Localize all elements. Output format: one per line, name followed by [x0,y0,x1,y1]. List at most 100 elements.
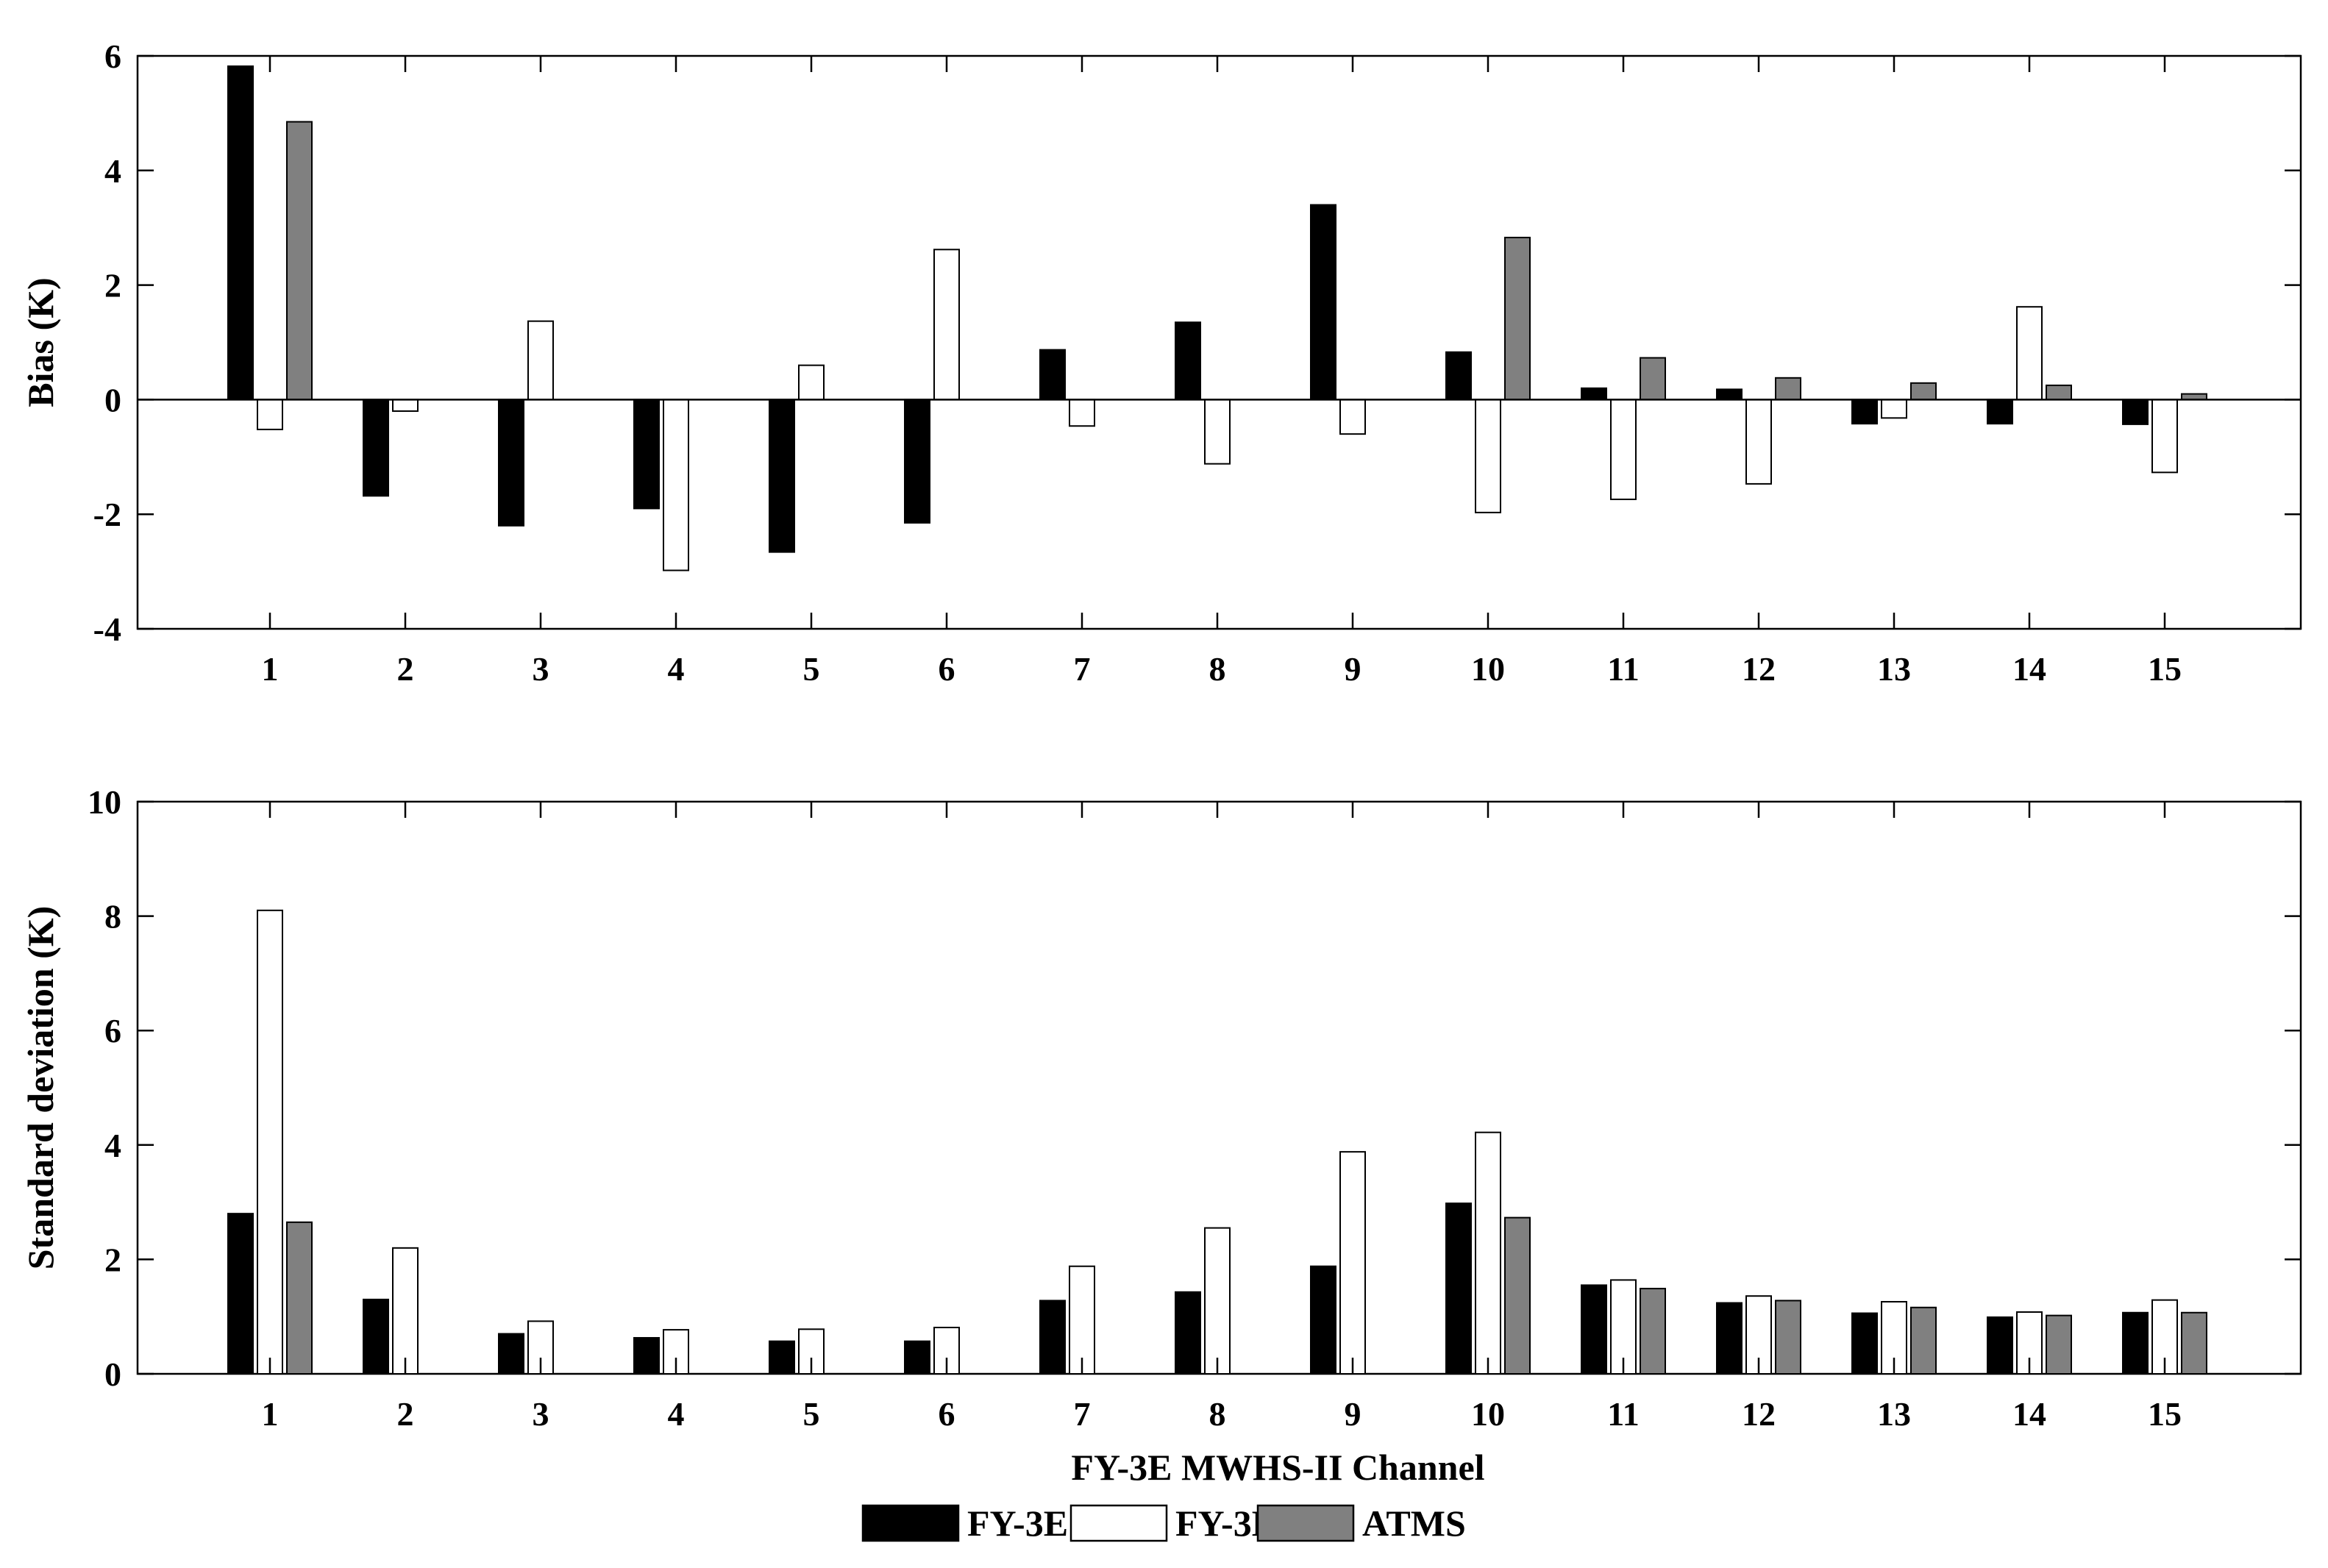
bar-fy-3e-ch15 [2122,1311,2149,1375]
bar-fy-3d-ch1 [257,909,283,1375]
x-tick-label: 12 [1742,1395,1776,1433]
x-tick-label: 6 [939,1395,955,1433]
bar-fy-3d-ch6 [933,249,960,401]
x-tick-label: 1 [262,1395,279,1433]
bar-fy-3d-ch9 [1339,1151,1366,1375]
bar-fy-3e-ch2 [363,399,389,497]
bar-atms-ch12 [1775,377,1801,401]
y-tick-label: -4 [93,610,121,648]
y-axis-label: Standard deviation (K) [20,906,61,1270]
x-tick-label: 14 [2012,650,2046,688]
bar-fy-3e-ch8 [1175,1291,1201,1375]
bar-fy-3e-ch10 [1445,1202,1472,1375]
bar-fy-3d-ch9 [1339,399,1366,435]
bar-fy-3d-ch15 [2151,399,2178,474]
bar-fy-3e-ch3 [498,399,524,527]
bar-fy-3e-ch14 [1987,1316,2013,1375]
y-tick-label: 8 [104,898,121,936]
bar-fy-3e-ch11 [1581,1284,1607,1375]
y-tick-label: 2 [104,1241,121,1278]
bar-fy-3d-ch2 [392,399,419,412]
bar-fy-3d-ch10 [1475,399,1501,513]
x-tick-label: 2 [397,1395,414,1433]
legend-label-atms: ATMS [1362,1503,1466,1544]
legend-swatch-fy-3e [861,1504,960,1542]
bar-fy-3e-ch4 [633,399,660,510]
bar-fy-3e-ch6 [904,1340,930,1375]
x-tick-label: 3 [533,1395,549,1433]
bar-fy-3e-ch7 [1039,349,1066,401]
x-tick-label: 11 [1607,1395,1639,1433]
bar-fy-3d-ch1 [257,399,283,430]
bar-fy-3e-ch5 [769,399,795,553]
x-tick-label: 4 [668,650,685,688]
y-tick-label: 4 [104,1127,121,1164]
x-tick-label: 5 [803,1395,820,1433]
x-tick-label: 15 [2148,1395,2182,1433]
bar-atms-ch1 [286,1221,313,1375]
bar-atms-ch11 [1640,1288,1666,1375]
plot-area [136,54,2302,630]
y-tick-label: 0 [104,1355,121,1393]
bar-atms-ch14 [2046,1314,2072,1375]
x-tick-label: 7 [1074,1395,1091,1433]
x-tick-label: 11 [1607,650,1639,688]
bar-fy-3e-ch15 [2122,399,2149,425]
bar-atms-ch15 [2181,1311,2207,1375]
legend: FY-3E FY-3D ATMS [861,1503,1466,1544]
bar-fy-3d-ch13 [1881,399,1907,419]
bar-fy-3d-ch12 [1745,399,1772,485]
y-tick-label: 4 [104,152,121,190]
legend-swatch-atms [1256,1504,1355,1542]
bar-atms-ch10 [1504,236,1531,401]
x-tick-label: 4 [668,1395,685,1433]
bar-fy-3e-ch12 [1716,388,1743,401]
y-tick-label: 6 [104,38,121,75]
bar-fy-3e-ch2 [363,1298,389,1375]
legend-label-fy-3e: FY-3E [967,1503,1068,1544]
y-tick-label: 0 [104,381,121,418]
bar-fy-3e-ch1 [227,1213,254,1375]
bar-fy-3e-ch9 [1310,204,1336,401]
bar-fy-3e-ch3 [498,1333,524,1375]
bar-fy-3e-ch12 [1716,1302,1743,1375]
legend-swatch-fy-3d [1069,1504,1168,1542]
bar-fy-3d-ch8 [1204,399,1231,465]
bar-atms-ch13 [1910,1306,1937,1375]
y-axis-label: Bias (K) [20,277,61,407]
bar-fy-3d-ch14 [2016,306,2043,401]
x-tick-label: 12 [1742,650,1776,688]
y-tick-label: 10 [88,783,121,821]
bar-fy-3d-ch3 [527,320,554,401]
x-tick-label: 7 [1074,650,1091,688]
bar-fy-3e-ch7 [1039,1300,1066,1375]
x-tick-label: 3 [533,650,549,688]
bar-fy-3e-ch5 [769,1340,795,1375]
x-tick-label: 8 [1209,1395,1226,1433]
x-tick-label: 8 [1209,650,1226,688]
x-tick-label: 10 [1471,650,1505,688]
y-tick-label: -2 [93,496,121,533]
bar-fy-3d-ch11 [1610,399,1637,500]
bar-fy-3e-ch8 [1175,321,1201,401]
bar-fy-3e-ch10 [1445,351,1472,401]
bar-fy-3e-ch1 [227,65,254,401]
bar-atms-ch14 [2046,384,2072,401]
x-tick-label: 13 [1877,1395,1911,1433]
bar-fy-3d-ch4 [663,399,689,571]
bar-atms-ch11 [1640,357,1666,401]
x-tick-label: 13 [1877,650,1911,688]
x-axis-label: FY-3E MWHS-II Channel [1071,1447,1484,1488]
bar-fy-3e-ch11 [1581,387,1607,401]
x-tick-label: 2 [397,650,414,688]
bar-atms-ch1 [286,121,313,401]
x-tick-label: 14 [2012,1395,2046,1433]
y-tick-label: 6 [104,1012,121,1050]
bar-fy-3d-ch8 [1204,1227,1231,1375]
x-tick-label: 1 [262,650,279,688]
x-tick-label: 6 [939,650,955,688]
bar-fy-3d-ch7 [1069,1265,1095,1375]
